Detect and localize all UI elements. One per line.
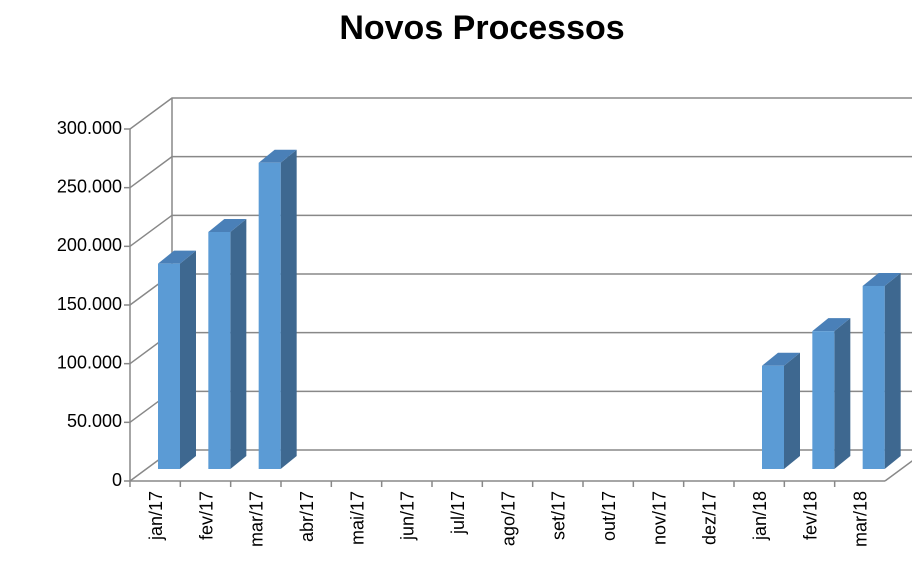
bar (762, 365, 784, 469)
y-tick-label: 250.000 (57, 176, 122, 196)
bar (208, 231, 231, 469)
bar (258, 162, 281, 469)
floor-side (884, 460, 912, 482)
y-tick-label: 100.000 (57, 352, 122, 372)
bar (158, 263, 180, 469)
y-tick-label: 200.000 (57, 235, 122, 255)
x-tick-label: fev/17 (196, 491, 216, 540)
x-tick-label: out/17 (599, 491, 619, 541)
bar (812, 331, 835, 469)
y-tick-label: 300.000 (57, 118, 122, 138)
bar-side (230, 218, 247, 469)
bar-top (258, 149, 297, 163)
x-tick-label: dez/17 (700, 491, 720, 545)
x-tick-label: jul/17 (448, 491, 468, 535)
x-tick-label: nov/17 (649, 491, 669, 545)
bar-top (862, 272, 901, 286)
grid-line (129, 273, 912, 306)
x-tick-label: ago/17 (498, 491, 518, 546)
y-tick-label: 0 (112, 470, 122, 490)
grid-line (129, 155, 912, 189)
x-tick-label: fev/18 (800, 491, 820, 540)
x-tick-label: mai/17 (347, 491, 367, 545)
bar-side (280, 149, 297, 469)
bar-top (158, 250, 196, 264)
bar-top (762, 352, 800, 366)
x-tick-label: set/17 (549, 491, 569, 540)
bar-side (784, 352, 800, 469)
y-tick-label: 150.000 (57, 294, 122, 314)
grid-line (129, 214, 912, 247)
bar-side (834, 318, 851, 469)
x-tick-label: jan/18 (750, 491, 770, 541)
x-tick-label: abr/17 (297, 491, 317, 542)
bar (862, 285, 885, 469)
bar-top (812, 318, 851, 332)
chart-title: Novos Processos (339, 9, 624, 47)
bar-side (884, 272, 901, 469)
x-tick-label: jan/17 (146, 491, 166, 541)
y-tick-label: 50.000 (67, 411, 122, 431)
x-tick-label: mar/17 (247, 491, 267, 547)
bar-top (208, 218, 247, 232)
bar-side (180, 250, 196, 469)
x-tick-label: mar/18 (851, 491, 871, 547)
x-tick-label: jun/17 (398, 491, 418, 541)
grid-line (129, 97, 912, 130)
